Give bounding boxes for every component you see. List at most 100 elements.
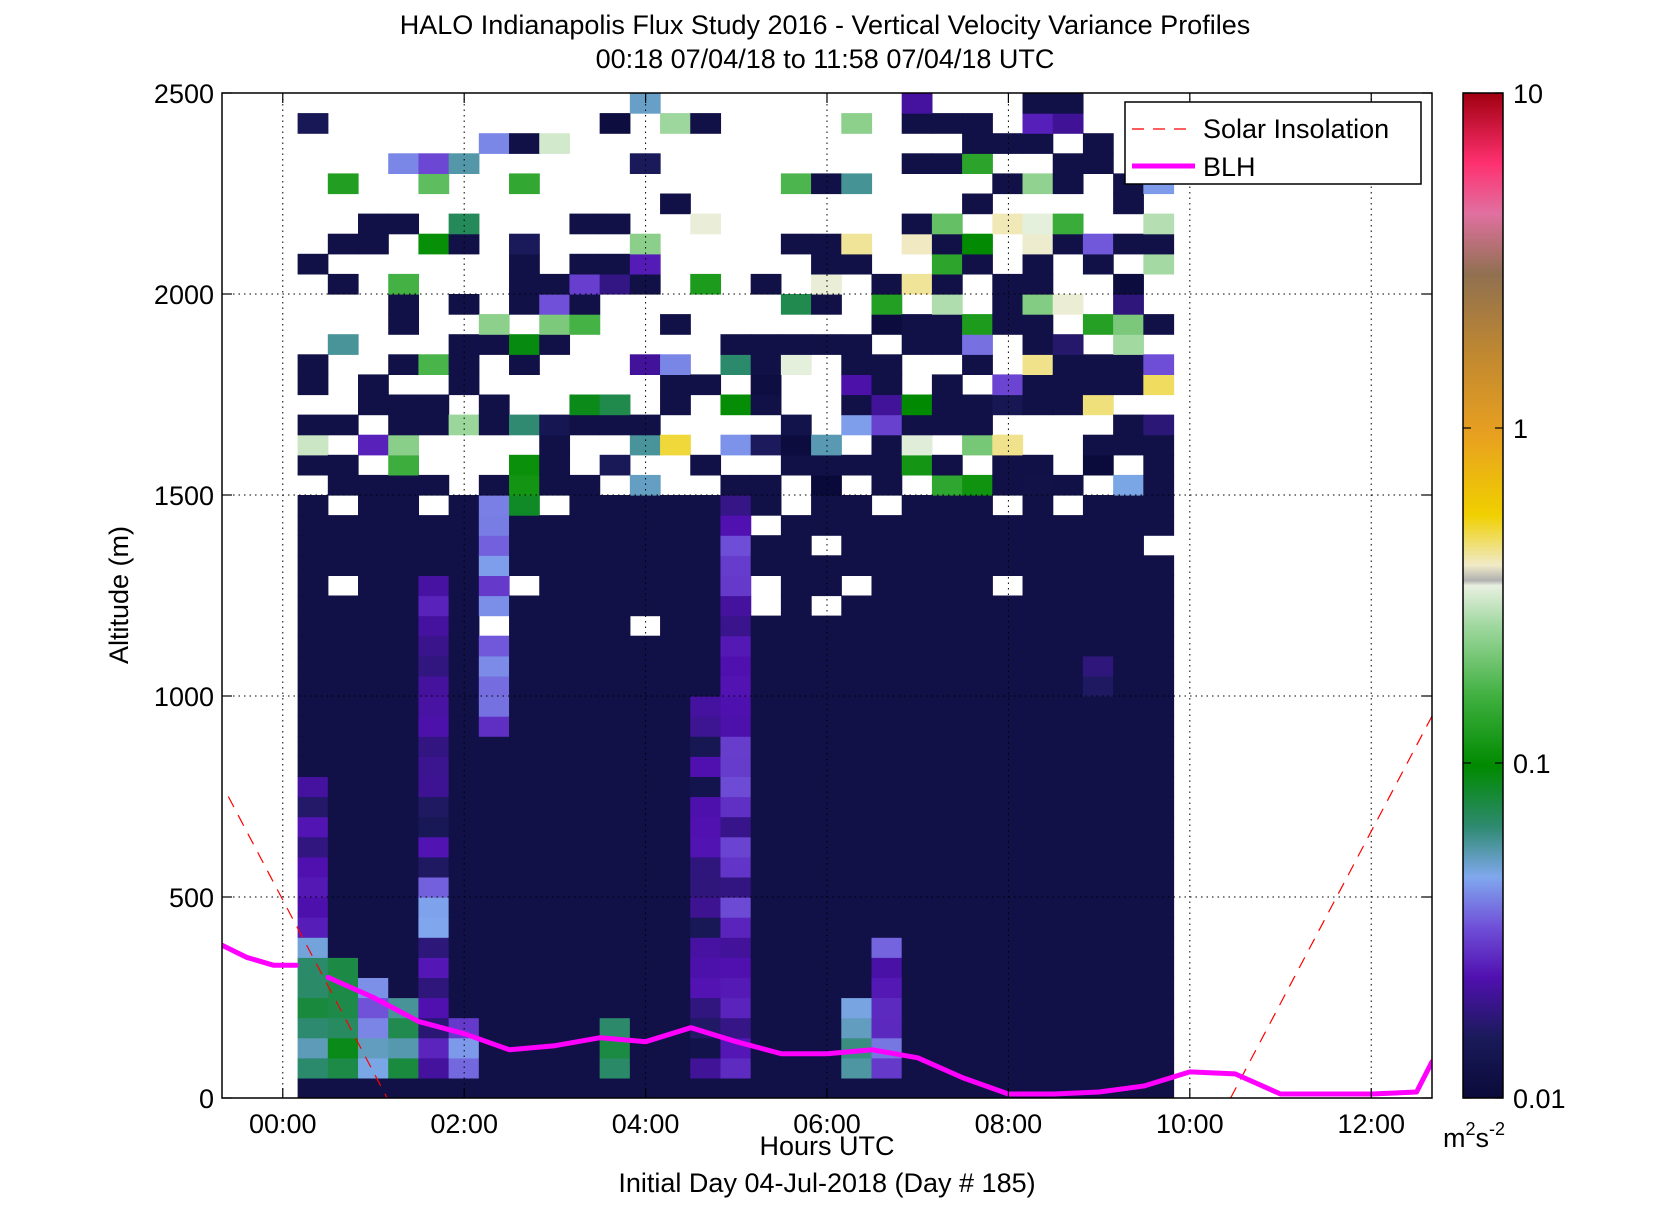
heatmap-cell bbox=[418, 836, 450, 858]
heatmap-cell bbox=[871, 756, 903, 777]
heatmap-cell bbox=[1143, 555, 1175, 576]
heatmap-cell bbox=[841, 696, 873, 717]
heatmap-cell bbox=[448, 495, 480, 516]
heatmap-cell bbox=[297, 937, 329, 958]
heatmap-cell bbox=[539, 334, 571, 355]
heatmap-cell bbox=[478, 736, 510, 757]
heatmap-cell bbox=[1052, 997, 1084, 1019]
heatmap-cell bbox=[992, 836, 1024, 858]
heatmap-cell bbox=[1113, 515, 1144, 536]
heatmap-cell bbox=[599, 997, 631, 1019]
heatmap-cell bbox=[297, 856, 329, 878]
heatmap-cell bbox=[962, 756, 993, 777]
heatmap-cell bbox=[478, 1017, 510, 1039]
heatmap-cell bbox=[1082, 1017, 1114, 1039]
heatmap-cell bbox=[780, 716, 812, 737]
heatmap-cell bbox=[1113, 756, 1144, 777]
heatmap-cell bbox=[1143, 655, 1175, 677]
heatmap-cell bbox=[388, 796, 420, 818]
heatmap-cell bbox=[1052, 474, 1084, 496]
heatmap-cell bbox=[1052, 977, 1084, 999]
colorbar-tick-label: 1 bbox=[1513, 414, 1528, 444]
heatmap-cell bbox=[1082, 876, 1114, 898]
heatmap-cell bbox=[962, 535, 993, 556]
heatmap-cell bbox=[1052, 515, 1084, 536]
heatmap-cell bbox=[388, 555, 420, 576]
heatmap-cell bbox=[599, 213, 631, 235]
heatmap-cell bbox=[1143, 776, 1175, 798]
heatmap-cell bbox=[297, 575, 329, 597]
heatmap-cell bbox=[720, 635, 752, 657]
heatmap-cell bbox=[509, 917, 540, 938]
heatmap-cell bbox=[720, 756, 752, 777]
heatmap-cell bbox=[599, 414, 631, 436]
heatmap-cell bbox=[297, 1017, 329, 1039]
heatmap-cell bbox=[992, 937, 1024, 958]
heatmap-cell bbox=[358, 836, 389, 858]
heatmap-cell bbox=[509, 555, 540, 576]
heatmap-cell bbox=[1143, 253, 1175, 275]
heatmap-cells bbox=[297, 93, 1175, 1098]
heatmap-cell bbox=[1022, 595, 1054, 617]
heatmap-cell bbox=[811, 696, 842, 717]
heatmap-cell bbox=[690, 716, 722, 737]
heatmap-cell bbox=[418, 957, 450, 978]
heatmap-cell bbox=[841, 113, 873, 134]
heatmap-cell bbox=[358, 716, 389, 737]
heatmap-cell bbox=[992, 595, 1024, 617]
heatmap-cell bbox=[569, 776, 601, 798]
heatmap-cell bbox=[478, 675, 510, 697]
heatmap-cell bbox=[871, 917, 903, 938]
heatmap-cell bbox=[992, 917, 1024, 938]
heatmap-cell bbox=[690, 495, 722, 516]
heatmap-cell bbox=[871, 776, 903, 798]
heatmap-cell bbox=[901, 595, 933, 617]
heatmap-cell bbox=[297, 876, 329, 898]
heatmap-cell bbox=[962, 595, 993, 617]
heatmap-cell bbox=[901, 615, 933, 637]
heatmap-cell bbox=[1143, 1017, 1175, 1039]
heatmap-cell bbox=[388, 836, 420, 858]
heatmap-cell bbox=[327, 736, 359, 757]
heatmap-cell bbox=[811, 334, 842, 355]
heatmap-cell bbox=[1022, 354, 1054, 375]
heatmap-cell bbox=[720, 1057, 752, 1079]
heatmap-cell bbox=[1113, 997, 1144, 1019]
heatmap-cell bbox=[388, 273, 420, 295]
heatmap-cell bbox=[690, 374, 722, 396]
heatmap-cell bbox=[811, 1057, 842, 1079]
heatmap-cell bbox=[811, 474, 842, 496]
heatmap-cell bbox=[720, 736, 752, 757]
heatmap-cell bbox=[901, 535, 933, 556]
heatmap-cell bbox=[780, 173, 812, 195]
heatmap-cell bbox=[811, 495, 842, 516]
heatmap-cell bbox=[1022, 816, 1054, 838]
heatmap-cell bbox=[629, 535, 661, 556]
heatmap-cell bbox=[1022, 716, 1054, 737]
heatmap-cell bbox=[1082, 454, 1114, 476]
heatmap-cell bbox=[629, 736, 661, 757]
heatmap-cell bbox=[1052, 615, 1084, 637]
heatmap-cell bbox=[1022, 535, 1054, 556]
heatmap-cell bbox=[388, 856, 420, 878]
heatmap-cell bbox=[1082, 937, 1114, 958]
heatmap-cell bbox=[780, 675, 812, 697]
heatmap-cell bbox=[660, 1057, 691, 1079]
solar-insolation-line bbox=[227, 796, 388, 1098]
heatmap-cell bbox=[509, 173, 540, 195]
heatmap-cell bbox=[418, 1037, 450, 1059]
heatmap-cell bbox=[811, 1017, 842, 1039]
heatmap-cell bbox=[660, 897, 691, 918]
heatmap-cell bbox=[660, 515, 691, 536]
heatmap-cell bbox=[660, 1077, 691, 1098]
heatmap-cell bbox=[841, 997, 873, 1019]
heatmap-cell bbox=[1113, 434, 1144, 456]
heatmap-cell bbox=[478, 655, 510, 677]
heatmap-cell bbox=[750, 736, 782, 757]
heatmap-cell bbox=[539, 294, 571, 315]
heatmap-cell bbox=[901, 414, 933, 436]
heatmap-cell bbox=[962, 836, 993, 858]
heatmap-cell bbox=[1143, 977, 1175, 999]
heatmap-cell bbox=[871, 997, 903, 1019]
heatmap-cell bbox=[418, 635, 450, 657]
